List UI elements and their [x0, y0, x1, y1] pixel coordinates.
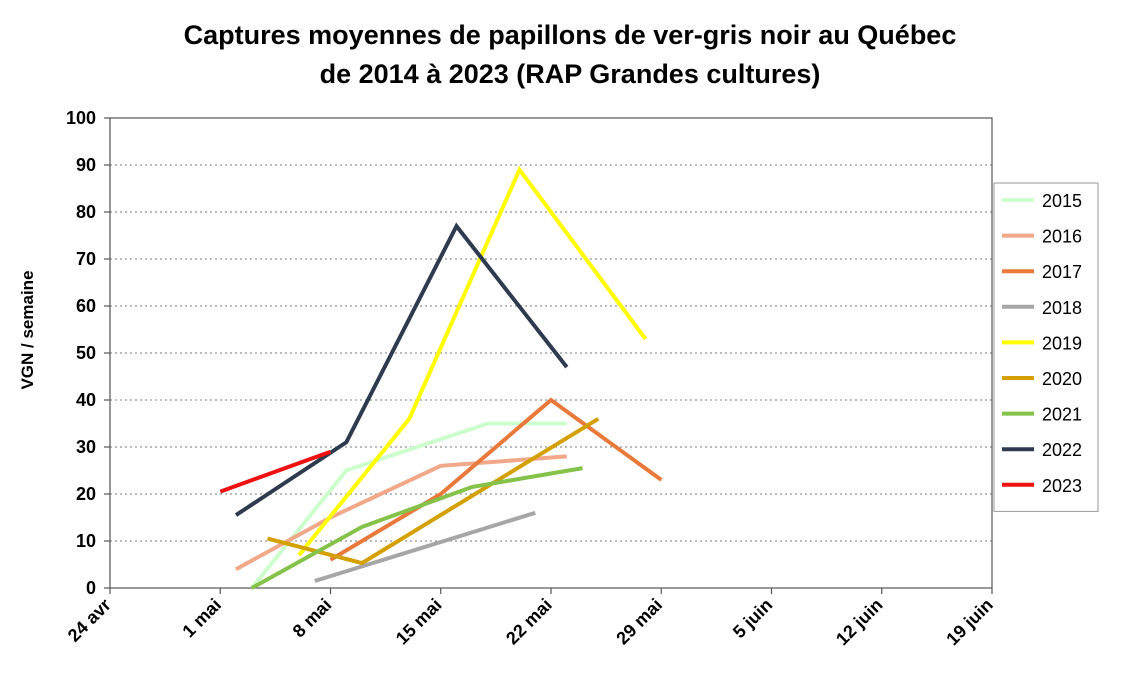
series-line-2015: [250, 421, 567, 590]
y-tick-label: 100: [66, 108, 96, 128]
series-line-2020: [266, 417, 600, 566]
y-tick-label: 10: [76, 531, 96, 551]
y-tick-label: 90: [76, 155, 96, 175]
series-line-2021: [250, 466, 583, 590]
legend-box: [993, 182, 1099, 512]
legend-label-2020: 2020: [1042, 369, 1082, 389]
legend-label-2017: 2017: [1042, 262, 1082, 282]
y-tick-label: 20: [76, 484, 96, 504]
legend-label-2019: 2019: [1042, 333, 1082, 353]
y-tick-label: 0: [86, 578, 96, 598]
gridlines: [110, 164, 992, 542]
y-tick-label: 30: [76, 437, 96, 457]
y-tick-label: 40: [76, 390, 96, 410]
legend-label-2018: 2018: [1042, 298, 1082, 318]
series-line-2019: [297, 165, 648, 557]
y-tick-label: 60: [76, 296, 96, 316]
series-line-2023: [219, 449, 332, 494]
series-line-2018: [314, 510, 536, 583]
y-axis-label: VGN / semaine: [18, 270, 37, 389]
series-lines: [219, 165, 663, 590]
legend-label-2016: 2016: [1042, 227, 1082, 247]
chart-title-line-1: Captures moyennes de papillons de ver-gr…: [184, 20, 957, 50]
series-line-2022: [234, 222, 569, 517]
series-line-2017: [329, 397, 663, 562]
legend-label-2015: 2015: [1042, 191, 1082, 211]
legend-label-2022: 2022: [1042, 440, 1082, 460]
legend-label-2023: 2023: [1042, 476, 1082, 496]
y-axis: 0 10 20 30 40 50 60 70 80 90 100: [66, 108, 110, 598]
y-tick-label: 80: [76, 202, 96, 222]
y-tick-label: 70: [76, 249, 96, 269]
chart-title-line-2: de 2014 à 2023 (RAP Grandes cultures): [320, 59, 821, 89]
legend: 2015 2016 2017 2018 2019 2020 2021 2022 2023: [993, 182, 1099, 512]
y-tick-label: 50: [76, 343, 96, 363]
legend-label-2021: 2021: [1042, 405, 1082, 425]
